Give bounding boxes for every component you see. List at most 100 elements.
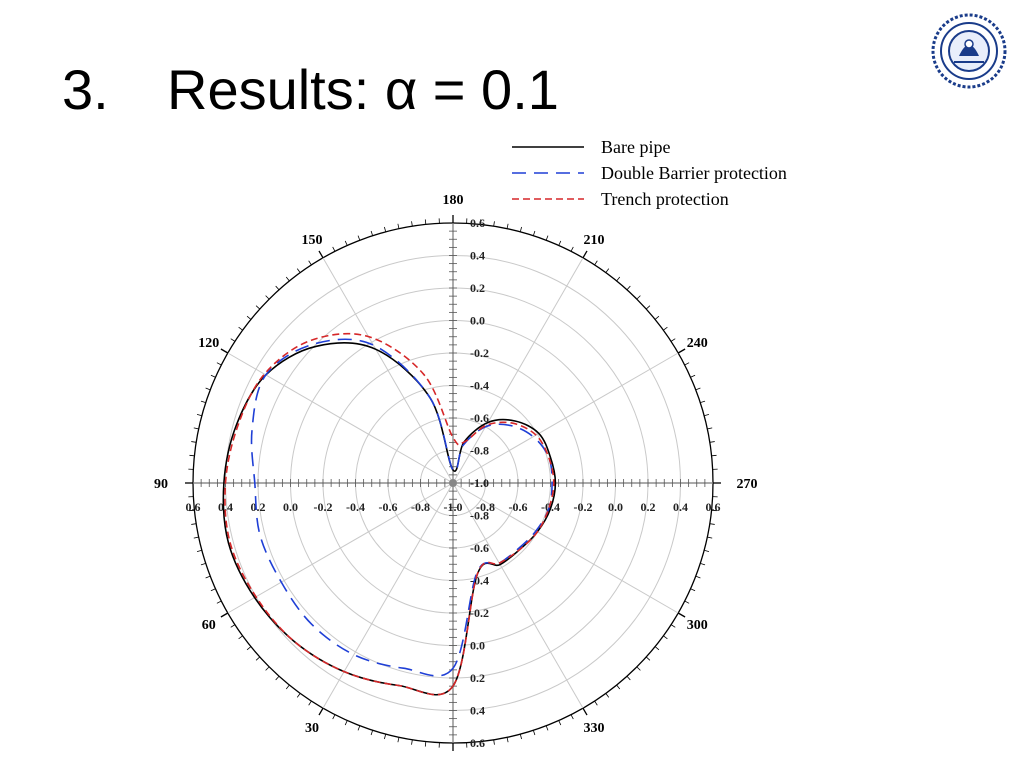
radial-tick-label: 0.2 <box>251 500 266 514</box>
angle-tick <box>605 693 610 698</box>
angle-tick <box>479 741 482 747</box>
angle-tick-label: 90 <box>154 477 168 492</box>
angle-tick <box>519 226 522 232</box>
angle-tick <box>193 536 199 539</box>
angle-tick <box>605 268 610 273</box>
series-line-3 <box>224 332 555 696</box>
angle-tick <box>677 348 686 354</box>
angle-tick <box>275 285 280 291</box>
radial-tick-label: 0.4 <box>673 500 688 514</box>
angle-tick <box>558 240 562 246</box>
angle-tick <box>545 725 549 731</box>
angle-tick <box>220 348 229 354</box>
angle-tick <box>700 562 706 566</box>
angle-tick <box>519 734 522 740</box>
angle-tick <box>570 714 574 720</box>
angle-tick-label: 30 <box>305 721 319 736</box>
angle-tick <box>570 246 574 252</box>
angle-tick <box>200 562 206 566</box>
angle-tick <box>191 523 197 525</box>
radial-tick-label: -0.8 <box>470 509 489 523</box>
angle-tick <box>357 235 361 241</box>
angle-tick <box>654 646 660 651</box>
polar-labels: 0306090120150180210240270300330-1.0-1.0-… <box>154 193 758 768</box>
angle-tick <box>709 523 715 525</box>
angle-tick-label: 210 <box>584 233 605 248</box>
angle-tick <box>506 223 509 229</box>
angle-tick <box>707 427 713 430</box>
angle-tick <box>285 276 290 282</box>
angle-tick <box>616 276 621 282</box>
radial-tick-label: 0.2 <box>470 671 485 685</box>
polar-grid <box>192 222 714 744</box>
angle-tick <box>532 730 536 736</box>
grid-spoke <box>322 257 454 484</box>
angle-tick-label: 240 <box>687 336 708 351</box>
radial-tick-label: 0.4 <box>218 500 233 514</box>
angle-tick <box>594 700 598 706</box>
radial-tick-label: 0.0 <box>470 639 485 653</box>
angle-tick <box>558 720 562 726</box>
series-line-1 <box>222 342 557 696</box>
angle-tick <box>230 338 236 342</box>
angle-tick <box>285 684 290 690</box>
grid-spoke <box>227 352 454 484</box>
angle-tick <box>645 656 651 661</box>
angle-tick <box>265 666 270 671</box>
angle-tick <box>411 739 413 745</box>
grid-spoke <box>227 482 454 614</box>
radial-tick-label: -0.4 <box>346 500 365 514</box>
slide-title: 3. Results: α = 0.1 <box>62 62 559 118</box>
angle-tick <box>308 700 312 706</box>
angle-tick <box>582 250 588 259</box>
angle-tick <box>210 374 216 378</box>
angle-tick <box>200 400 206 404</box>
angle-tick <box>397 223 400 229</box>
angle-tick <box>707 536 713 539</box>
radial-tick-label: 0.0 <box>608 500 623 514</box>
radial-tick-label: -0.2 <box>574 500 593 514</box>
radial-tick-label: -1.0 <box>444 500 463 514</box>
angle-tick <box>238 635 243 640</box>
angle-tick <box>308 260 312 266</box>
legend-label: Bare pipe <box>601 137 670 157</box>
angle-tick-label: 60 <box>202 618 216 633</box>
angle-tick-label: 120 <box>198 336 219 351</box>
radial-tick-label: -0.8 <box>411 500 430 514</box>
radial-tick-label: 0.2 <box>641 500 656 514</box>
radial-tick-label: 0.6 <box>706 500 721 514</box>
angle-tick-label: 180 <box>443 193 464 208</box>
angle-tick <box>654 315 660 320</box>
angle-tick <box>663 635 668 640</box>
radial-tick-label: 0.4 <box>470 249 485 263</box>
angle-tick <box>670 624 676 628</box>
angle-tick <box>230 624 236 628</box>
radial-tick-label: -0.2 <box>470 346 489 360</box>
angle-tick <box>582 707 588 716</box>
radial-tick-label: -0.8 <box>470 444 489 458</box>
angle-tick <box>711 454 717 457</box>
angle-tick <box>246 315 252 320</box>
angle-tick <box>532 230 536 236</box>
angle-tick <box>216 362 222 366</box>
radial-tick-label: 0.0 <box>470 314 485 328</box>
title-number: 3. <box>62 58 109 121</box>
angle-tick-label: 270 <box>737 477 758 492</box>
angle-tick <box>370 230 374 236</box>
radial-tick-label: -0.2 <box>314 500 333 514</box>
radial-tick-label: -0.4 <box>470 379 489 393</box>
angle-tick <box>700 400 706 404</box>
angle-tick <box>196 414 202 417</box>
radial-tick-label: 0.0 <box>283 500 298 514</box>
angle-tick <box>196 549 202 552</box>
grid-spoke <box>452 257 584 484</box>
legend-label: Double Barrier protection <box>601 163 787 183</box>
angle-tick <box>594 260 598 266</box>
angle-tick <box>210 588 216 592</box>
angle-tick <box>275 675 280 681</box>
angle-tick <box>238 326 243 331</box>
angle-tick <box>626 285 631 291</box>
seal-emblem-icon <box>931 13 1007 89</box>
angle-tick <box>663 326 668 331</box>
angle-tick <box>296 693 301 698</box>
